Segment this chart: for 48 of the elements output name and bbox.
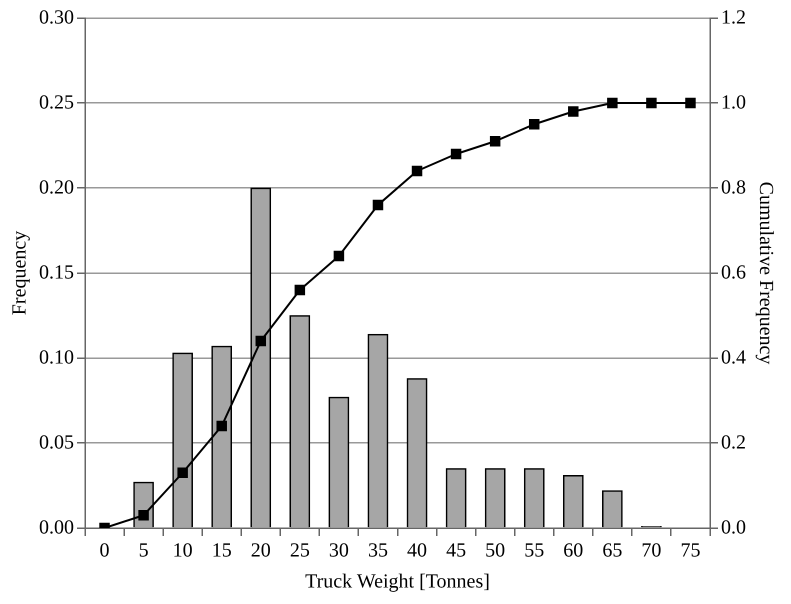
point — [450, 148, 462, 160]
x-tick-label: 10 — [172, 539, 193, 562]
point — [528, 119, 540, 130]
point — [294, 284, 306, 296]
x-tick-label: 35 — [368, 539, 388, 562]
y2-tick-label: 1.2 — [721, 6, 746, 28]
point — [372, 200, 384, 210]
y-tick-label: 0.05 — [39, 431, 74, 454]
y2-tick-label: 0.8 — [721, 176, 746, 198]
point — [568, 106, 579, 117]
y-tick-label: 0.00 — [39, 516, 74, 538]
y-axis-title: Frequency — [8, 230, 30, 316]
y-tick-label: 0.30 — [39, 6, 74, 28]
point — [216, 420, 227, 432]
point — [685, 98, 696, 108]
point — [490, 136, 500, 146]
point — [177, 468, 188, 478]
x-tick-label: 0 — [100, 539, 110, 562]
x-tick-label: 30 — [328, 539, 349, 562]
y-tick-label: 0.25 — [39, 91, 74, 114]
y-tick-label: 0.10 — [39, 346, 74, 368]
y2-tick-label: 1.0 — [721, 91, 746, 114]
y2-tick-label: 0.6 — [721, 261, 746, 284]
point — [412, 166, 422, 176]
point — [646, 98, 657, 108]
x-tick-label: 25 — [290, 539, 310, 562]
point — [256, 336, 266, 346]
y2-tick-label: 0.2 — [721, 431, 746, 454]
x-tick-label: 55 — [524, 539, 544, 562]
point — [334, 250, 344, 262]
x-tick-label: 40 — [407, 539, 428, 562]
point — [138, 510, 149, 520]
x-tick-label: 65 — [602, 539, 622, 562]
x-tick-label: 50 — [485, 539, 506, 562]
y-tick-label: 0.20 — [39, 176, 74, 198]
x-axis-title: Truck Weight [Tonnes] — [305, 570, 490, 592]
y2-axis-title: Cumulative Frequency — [754, 182, 777, 364]
x-tick-label: 15 — [212, 539, 232, 562]
y2-tick-label: 0.0 — [721, 516, 746, 538]
x-tick-label: 75 — [680, 539, 700, 562]
x-tick-label: 60 — [563, 539, 584, 562]
x-tick-label: 45 — [446, 539, 466, 562]
y-tick-label: 0.15 — [39, 261, 74, 284]
x-tick-label: 20 — [250, 539, 271, 562]
x-tick-label: 70 — [641, 539, 662, 562]
x-tick-label: 5 — [138, 539, 149, 562]
point — [607, 98, 618, 108]
y2-tick-label: 0.4 — [721, 346, 746, 368]
